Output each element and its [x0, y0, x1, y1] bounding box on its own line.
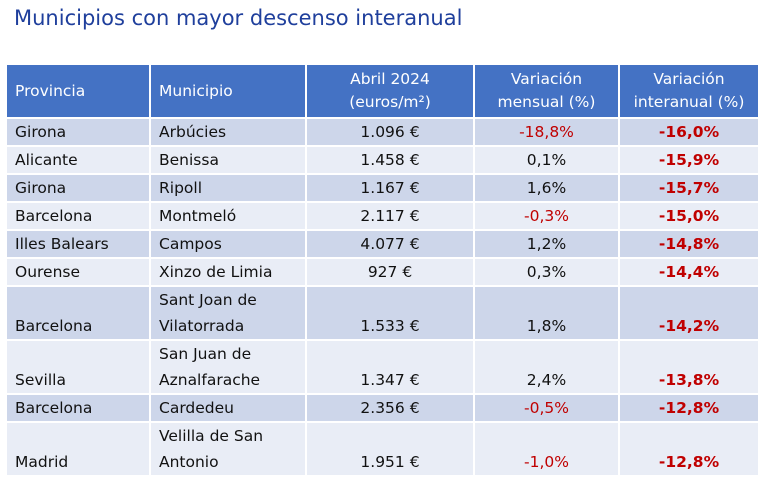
cell-variacion-mensual: 2,4%: [473, 339, 620, 395]
cell-variacion-mensual: 0,3%: [473, 257, 620, 287]
header-precio-line2: (euros/m²): [349, 93, 431, 111]
cell-provincia: Girona: [5, 117, 151, 147]
cell-municipio: San Juan de Aznalfarache: [149, 339, 307, 395]
cell-precio: 2.356 €: [305, 393, 475, 423]
cell-provincia: Barcelona: [5, 393, 151, 423]
cell-municipio: Arbúcies: [149, 117, 307, 147]
cell-municipio: Ripoll: [149, 173, 307, 203]
cell-variacion-interanual: -15,9%: [618, 145, 760, 175]
table-row: Sevilla San Juan de Aznalfarache 1.347 €…: [5, 339, 760, 395]
header-mensual-line2: mensual (%): [497, 93, 596, 111]
table-row: Barcelona Sant Joan de Vilatorrada 1.533…: [5, 285, 760, 341]
table-row: Madrid Velilla de San Antonio 1.951 € -1…: [5, 421, 760, 477]
cell-precio: 1.458 €: [305, 145, 475, 175]
cell-variacion-interanual: -12,8%: [618, 393, 760, 423]
cell-variacion-mensual: -0,5%: [473, 393, 620, 423]
table-row: Ourense Xinzo de Limia 927 € 0,3% -14,4%: [5, 257, 760, 287]
header-provincia: Provincia: [5, 63, 151, 119]
cell-provincia: Girona: [5, 173, 151, 203]
cell-variacion-interanual: -15,7%: [618, 173, 760, 203]
table-row: Girona Ripoll 1.167 € 1,6% -15,7%: [5, 173, 760, 203]
table-row: Girona Arbúcies 1.096 € -18,8% -16,0%: [5, 117, 760, 147]
cell-provincia: Sevilla: [5, 339, 151, 395]
cell-precio: 2.117 €: [305, 201, 475, 231]
cell-provincia: Alicante: [5, 145, 151, 175]
cell-municipio: Cardedeu: [149, 393, 307, 423]
cell-precio: 927 €: [305, 257, 475, 287]
cell-variacion-mensual: 1,8%: [473, 285, 620, 341]
cell-municipio: Campos: [149, 229, 307, 259]
cell-variacion-mensual: 1,2%: [473, 229, 620, 259]
cell-variacion-interanual: -14,2%: [618, 285, 760, 341]
cell-variacion-interanual: -14,8%: [618, 229, 760, 259]
table-row: Alicante Benissa 1.458 € 0,1% -15,9%: [5, 145, 760, 175]
cell-provincia: Barcelona: [5, 201, 151, 231]
cell-precio: 1.347 €: [305, 339, 475, 395]
table-row: Illes Balears Campos 4.077 € 1,2% -14,8%: [5, 229, 760, 259]
table-row: Barcelona Montmeló 2.117 € -0,3% -15,0%: [5, 201, 760, 231]
cell-variacion-interanual: -13,8%: [618, 339, 760, 395]
cell-municipio: Benissa: [149, 145, 307, 175]
cell-provincia: Illes Balears: [5, 229, 151, 259]
header-variacion-mensual: Variación mensual (%): [473, 63, 620, 119]
cell-variacion-mensual: 0,1%: [473, 145, 620, 175]
cell-precio: 1.951 €: [305, 421, 475, 477]
cell-precio: 1.167 €: [305, 173, 475, 203]
cell-variacion-interanual: -15,0%: [618, 201, 760, 231]
header-precio-line1: Abril 2024: [350, 70, 430, 88]
table-row: Barcelona Cardedeu 2.356 € -0,5% -12,8%: [5, 393, 760, 423]
cell-municipio: Velilla de San Antonio: [149, 421, 307, 477]
cell-provincia: Madrid: [5, 421, 151, 477]
cell-municipio: Sant Joan de Vilatorrada: [149, 285, 307, 341]
cell-variacion-interanual: -16,0%: [618, 117, 760, 147]
table-header-row: Provincia Municipio Abril 2024 (euros/m²…: [5, 63, 760, 119]
page-title: Municipios con mayor descenso interanual: [14, 6, 463, 30]
header-precio: Abril 2024 (euros/m²): [305, 63, 475, 119]
cell-municipio: Montmeló: [149, 201, 307, 231]
cell-variacion-mensual: -0,3%: [473, 201, 620, 231]
cell-variacion-interanual: -12,8%: [618, 421, 760, 477]
municipios-table: Provincia Municipio Abril 2024 (euros/m²…: [5, 63, 760, 477]
cell-precio: 4.077 €: [305, 229, 475, 259]
cell-variacion-mensual: 1,6%: [473, 173, 620, 203]
cell-municipio: Xinzo de Limia: [149, 257, 307, 287]
header-municipio: Municipio: [149, 63, 307, 119]
cell-variacion-interanual: -14,4%: [618, 257, 760, 287]
cell-precio: 1.096 €: [305, 117, 475, 147]
header-interanual-line2: interanual (%): [633, 93, 745, 111]
header-mensual-line1: Variación: [510, 70, 583, 88]
cell-variacion-mensual: -18,8%: [473, 117, 620, 147]
header-variacion-interanual: Variación interanual (%): [618, 63, 760, 119]
cell-provincia: Barcelona: [5, 285, 151, 341]
cell-precio: 1.533 €: [305, 285, 475, 341]
cell-provincia: Ourense: [5, 257, 151, 287]
cell-variacion-mensual: -1,0%: [473, 421, 620, 477]
header-interanual-line1: Variación: [653, 70, 725, 88]
